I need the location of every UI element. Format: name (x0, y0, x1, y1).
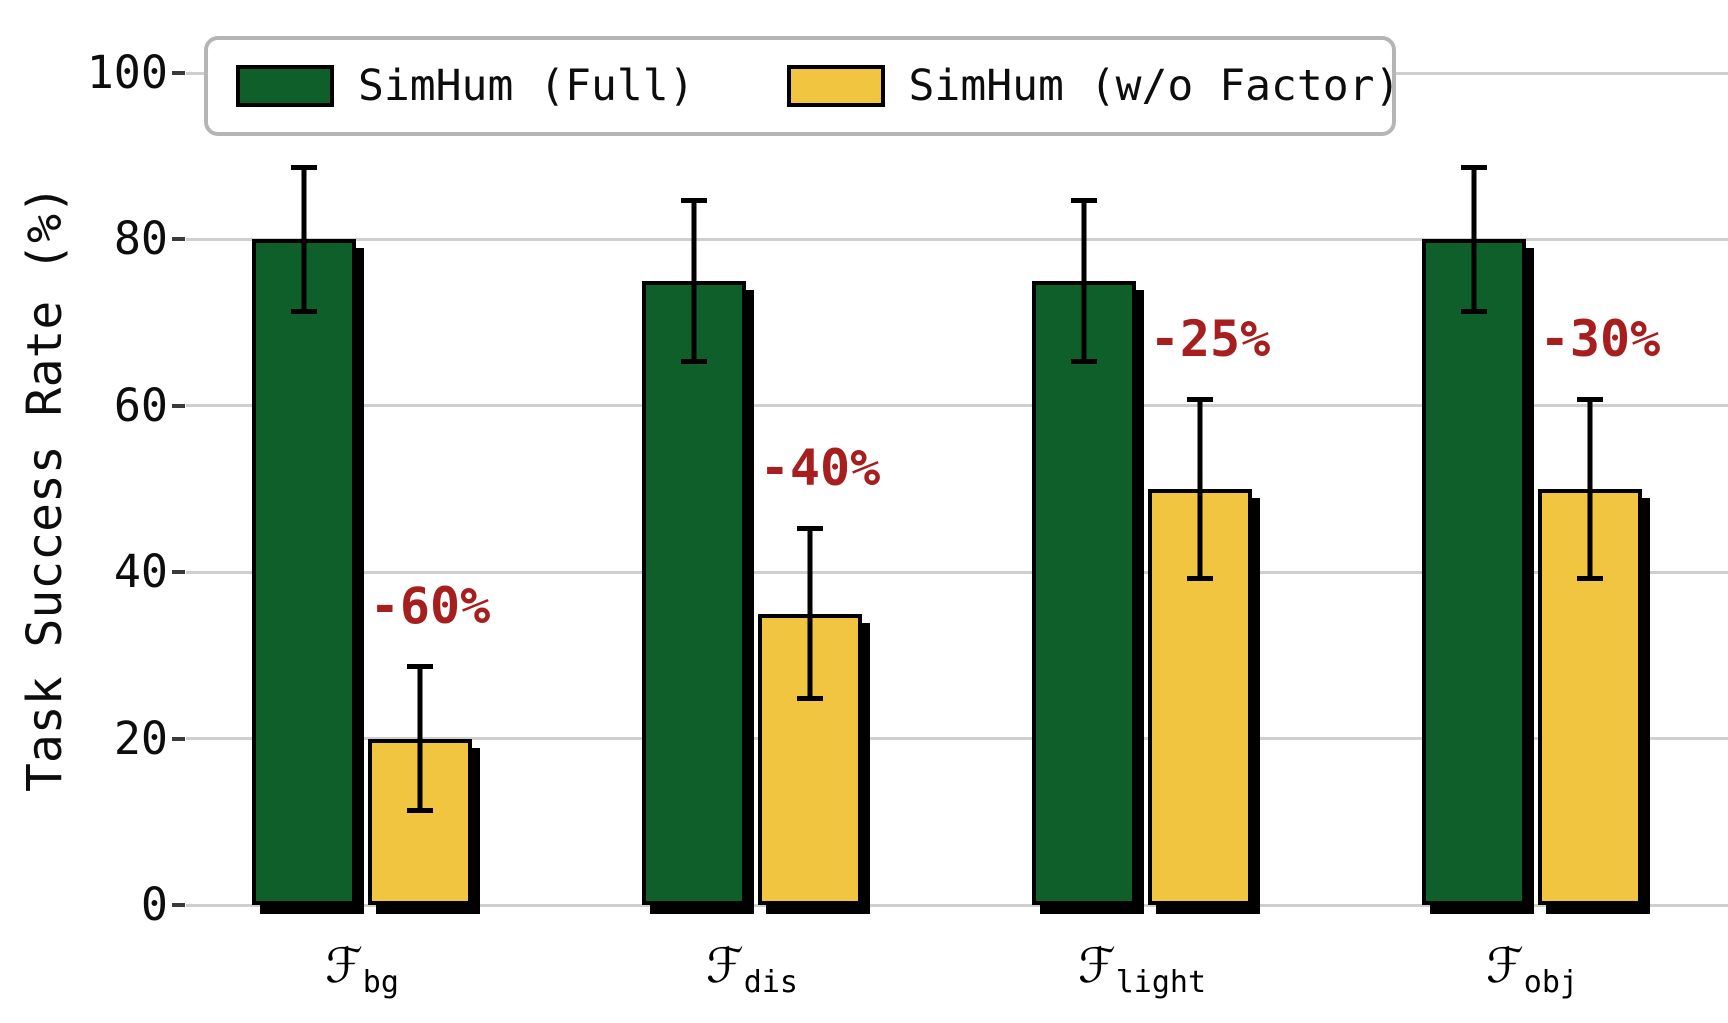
bar-fill-full-light (1032, 281, 1136, 905)
bar-full-dis (642, 281, 754, 914)
y-tick-20 (172, 736, 185, 741)
bar-full-bg (252, 239, 364, 914)
errorbar-part (1461, 309, 1487, 315)
errorbar-part (691, 197, 697, 365)
bar-full-obj (1422, 239, 1534, 914)
errorbar-full-dis (681, 197, 707, 365)
y-tick-80 (172, 237, 185, 242)
errorbar-wo-factor-bg (407, 663, 433, 814)
gridline-0 (186, 903, 1728, 907)
errorbar-part (1471, 164, 1477, 315)
annotation-bg: -60% (369, 576, 491, 635)
errorbar-part (681, 359, 707, 365)
errorbar-wo-factor-dis (797, 526, 823, 702)
errorbar-part (291, 164, 317, 170)
errorbar-part (1071, 197, 1097, 203)
errorbar-part (1461, 164, 1487, 170)
y-tick-0 (172, 903, 185, 907)
gridline-80 (186, 237, 1728, 241)
errorbar-part (681, 197, 707, 203)
x-label-sub-dis: dis (743, 965, 798, 1000)
bar-wo-factor-obj (1538, 489, 1650, 914)
x-label-sub-light: light (1115, 965, 1207, 1000)
legend-swatch-wo-factor (786, 65, 885, 107)
y-tick-40 (172, 570, 185, 575)
errorbar-part (1187, 575, 1213, 581)
errorbar-part (1071, 359, 1097, 365)
x-label-sub-obj: obj (1523, 965, 1578, 1000)
errorbar-full-light (1071, 197, 1097, 365)
legend-item-full: SimHum (Full) (236, 61, 695, 111)
errorbar-part (407, 663, 433, 669)
gridline-20 (186, 737, 1728, 741)
errorbar-part (807, 526, 813, 702)
errorbar-part (1197, 397, 1203, 581)
y-tick-60 (172, 403, 185, 408)
y-tick-label-60: 60 (113, 378, 168, 432)
errorbar-part (1187, 397, 1213, 403)
x-label-base-bg: ℱ (325, 938, 363, 994)
y-tick-label-20: 20 (113, 711, 168, 765)
y-tick-label-100: 100 (86, 46, 168, 99)
bar-wo-factor-dis (758, 613, 870, 914)
legend-label-wo-factor: SimHum (w/o Factor) (908, 61, 1401, 111)
x-label-obj: ℱobj (1402, 938, 1662, 1000)
annotation-obj: -30% (1539, 310, 1661, 369)
x-label-light: ℱlight (1012, 938, 1272, 1000)
legend-item-wo-factor: SimHum (w/o Factor) (786, 61, 1401, 111)
x-label-base-obj: ℱ (1486, 938, 1524, 994)
errorbar-part (797, 696, 823, 702)
gridline-40 (186, 570, 1728, 574)
bar-full-light (1032, 281, 1144, 914)
errorbar-part (417, 663, 423, 814)
errorbar-part (1577, 575, 1603, 581)
x-label-dis: ℱdis (622, 938, 882, 1000)
legend-label-full: SimHum (Full) (358, 61, 695, 111)
x-label-base-light: ℱ (1077, 938, 1116, 994)
bar-wo-factor-light (1148, 489, 1260, 914)
errorbar-part (407, 808, 433, 814)
bar-fill-full-dis (642, 281, 746, 905)
gridline-60 (186, 404, 1728, 408)
bar-fill-full-obj (1422, 239, 1526, 905)
x-label-bg: ℱbg (232, 938, 492, 1000)
errorbar-full-bg (291, 164, 317, 315)
legend: SimHum (Full) SimHum (w/o Factor) (204, 36, 1400, 136)
y-tick-label-80: 80 (113, 212, 168, 266)
x-label-sub-bg: bg (362, 965, 399, 1000)
annotation-light: -25% (1149, 310, 1271, 369)
errorbar-part (1081, 197, 1087, 365)
x-label-base-dis: ℱ (706, 938, 744, 994)
errorbar-part (291, 309, 317, 315)
errorbar-part (797, 526, 823, 532)
errorbar-wo-factor-light (1187, 397, 1213, 581)
y-tick-label-40: 40 (113, 545, 168, 599)
errorbar-part (1577, 397, 1603, 403)
y-tick-label-0: 0 (140, 878, 168, 931)
legend-swatch-full (236, 65, 334, 107)
errorbar-wo-factor-obj (1577, 397, 1603, 581)
errorbar-part (1587, 397, 1593, 581)
errorbar-full-obj (1461, 164, 1487, 315)
y-tick-100 (172, 71, 185, 75)
annotation-dis: -40% (759, 439, 881, 498)
bar-fill-full-bg (252, 239, 356, 905)
errorbar-part (301, 164, 307, 315)
